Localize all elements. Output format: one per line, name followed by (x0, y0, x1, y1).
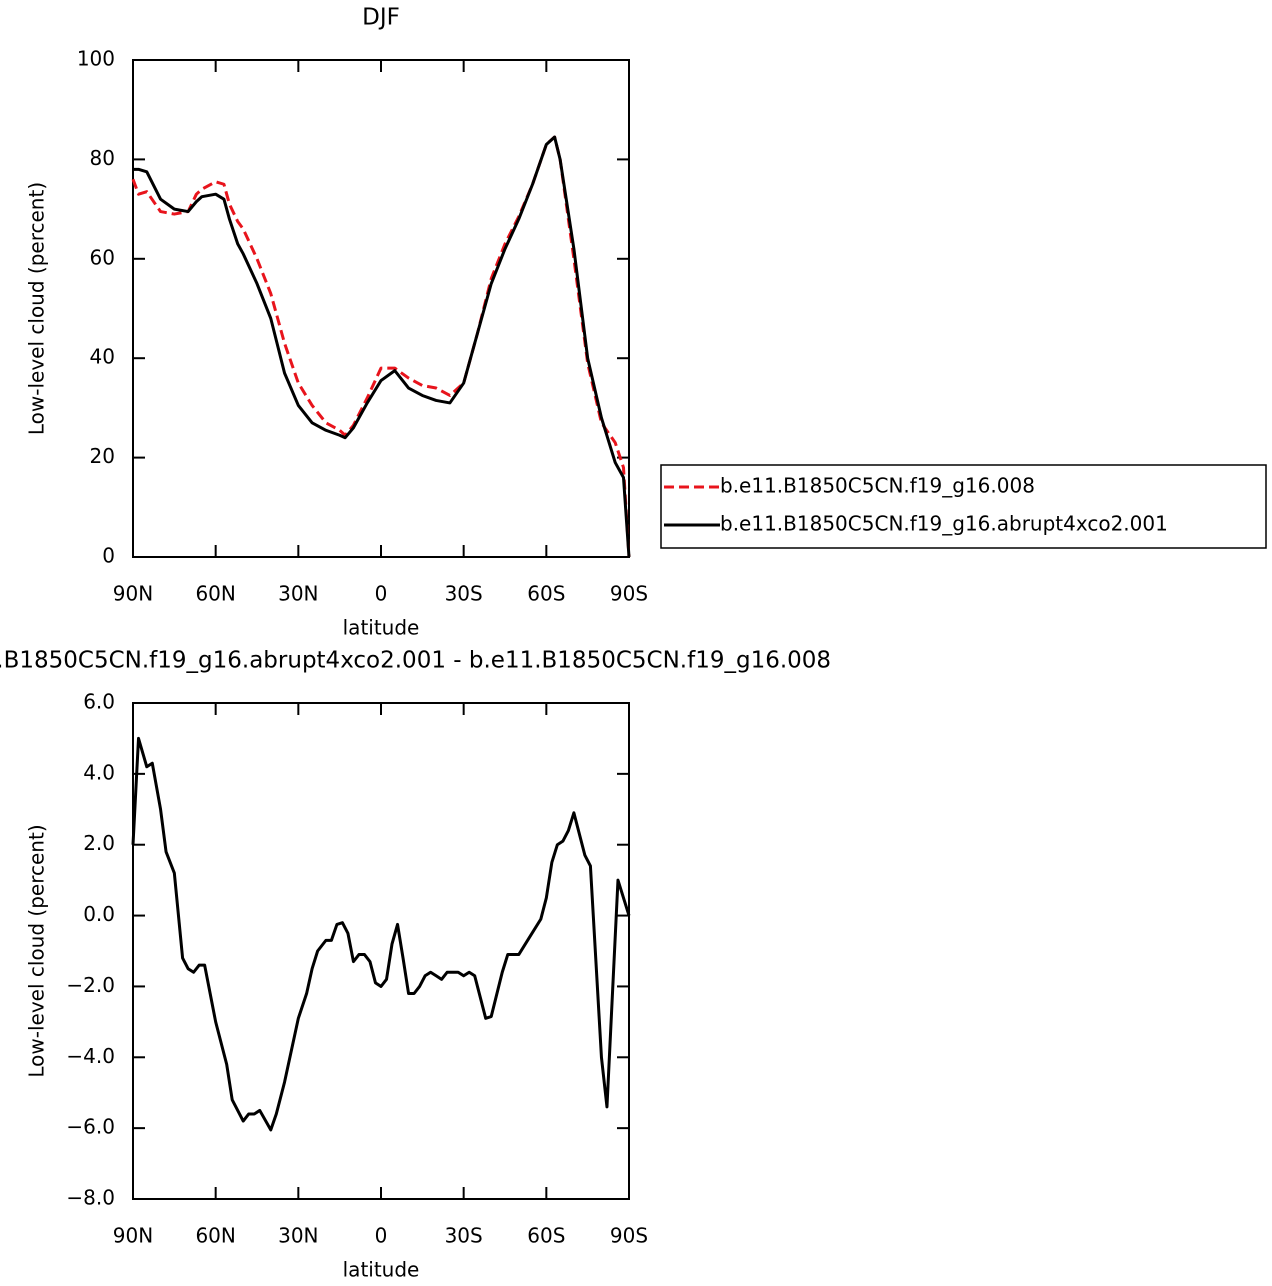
x-tick-label: 90N (113, 1224, 153, 1248)
x-tick-label: 90S (610, 1224, 648, 1248)
x-tick-label: 0 (375, 1224, 388, 1248)
legend-label: b.e11.B1850C5CN.f19_g16.abrupt4xco2.001 (720, 512, 1168, 536)
x-tick-label: 30S (445, 1224, 483, 1248)
y-axis-label: Low-level cloud (percent) (25, 824, 49, 1077)
y-tick-label: −2.0 (66, 973, 115, 997)
x-tick-label: 30N (278, 1224, 318, 1248)
y-axis-label: Low-level cloud (percent) (25, 182, 49, 435)
y-tick-label: −4.0 (66, 1044, 115, 1068)
y-tick-label: −6.0 (66, 1115, 115, 1139)
y-tick-label: 2.0 (83, 831, 115, 855)
x-tick-label: 90N (113, 582, 153, 606)
x-tick-label: 0 (375, 582, 388, 606)
y-tick-label: 6.0 (83, 690, 115, 714)
y-tick-label: 40 (90, 345, 115, 369)
chart-title: DJF (362, 5, 400, 31)
legend-box (660, 464, 1267, 549)
data-line (131, 135, 631, 558)
y-tick-label: 60 (90, 245, 115, 269)
x-tick-label: 90S (610, 582, 648, 606)
x-tick-label: 30N (278, 582, 318, 606)
x-tick-label: 60S (527, 1224, 565, 1248)
y-tick-label: 0.0 (83, 902, 115, 926)
y-tick-label: 80 (90, 146, 115, 170)
x-tick-label: 60N (195, 1224, 235, 1248)
legend-label: b.e11.B1850C5CN.f19_g16.008 (720, 474, 1035, 498)
y-tick-label: −8.0 (66, 1186, 115, 1210)
y-tick-label: 0 (102, 544, 115, 568)
y-tick-label: 20 (90, 444, 115, 468)
x-axis-label: latitude (343, 616, 420, 640)
x-tick-label: 30S (445, 582, 483, 606)
data-line (133, 135, 631, 558)
x-tick-label: 60S (527, 582, 565, 606)
plot-frame (132, 59, 630, 558)
x-tick-label: 60N (195, 582, 235, 606)
x-axis-label: latitude (343, 1258, 420, 1282)
y-tick-label: 4.0 (83, 760, 115, 784)
chart-title: b.e11.B1850C5CN.f19_g16.abrupt4xco2.001 … (0, 648, 831, 674)
data-line (131, 736, 631, 1132)
y-tick-label: 100 (77, 47, 115, 71)
plot-frame (132, 702, 630, 1200)
